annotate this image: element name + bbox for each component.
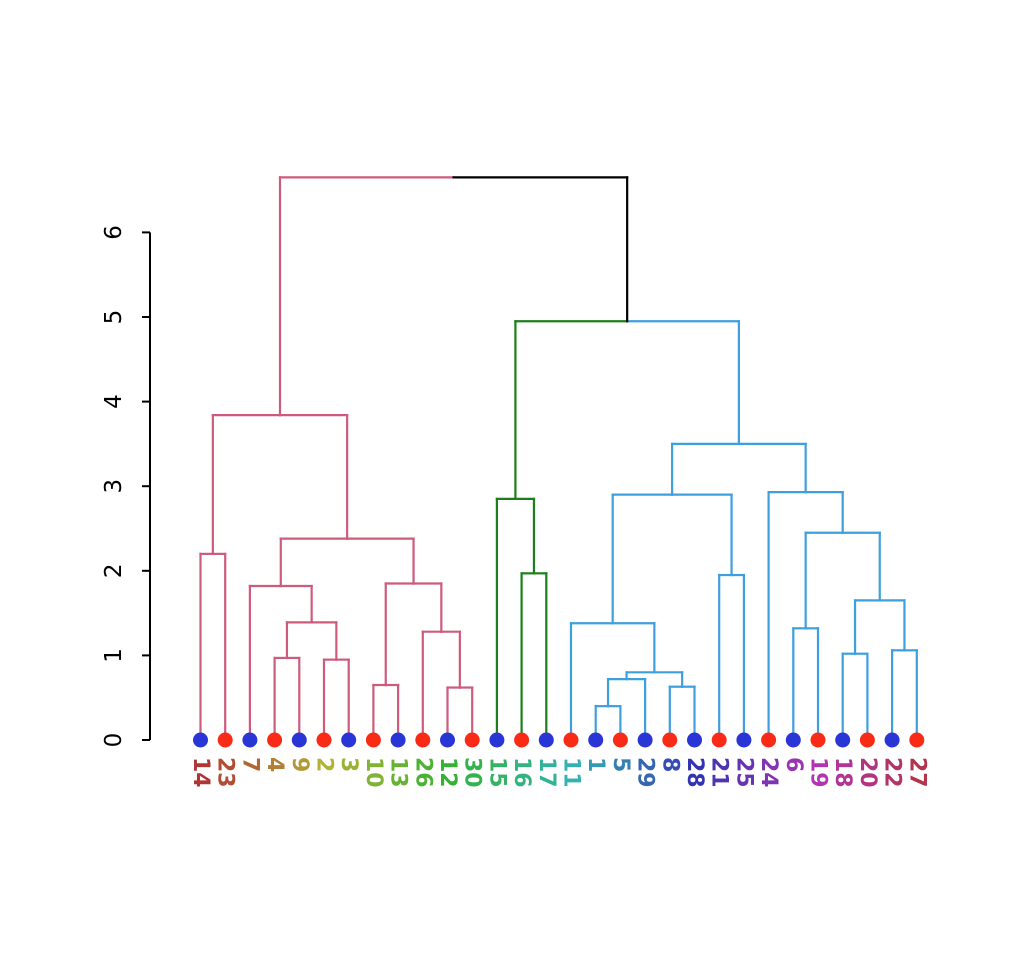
y-tick-label: 2 xyxy=(101,563,127,578)
leaf-label: 22 xyxy=(880,757,905,788)
leaf-dot xyxy=(662,732,678,748)
leaf-label: 18 xyxy=(830,757,855,788)
leaf-dot xyxy=(464,732,480,748)
leaf-label: 14 xyxy=(188,757,213,788)
leaf-dot xyxy=(514,732,530,748)
y-tick-label: 6 xyxy=(101,225,127,240)
leaf-dot xyxy=(267,732,283,748)
leaf-dot xyxy=(588,732,604,748)
leaf-dot xyxy=(711,732,727,748)
leaf-label: 3 xyxy=(336,757,361,772)
leaf-dot xyxy=(835,732,851,748)
y-tick-label: 3 xyxy=(101,479,127,494)
leaf-label: 8 xyxy=(657,757,682,772)
leaf-dot xyxy=(242,732,258,748)
leaf-label: 9 xyxy=(287,757,312,772)
leaf-dot xyxy=(637,732,653,748)
leaf-label: 28 xyxy=(682,757,707,788)
leaf-label: 30 xyxy=(460,757,485,788)
leaf-dot xyxy=(687,732,702,748)
leaf-label: 4 xyxy=(262,757,287,772)
leaf-dot xyxy=(563,732,579,748)
leaf-label: 19 xyxy=(806,757,831,788)
leaf-label: 25 xyxy=(731,757,756,788)
y-tick-label: 5 xyxy=(101,310,127,325)
leaf-label: 26 xyxy=(410,757,435,788)
leaf-label: 13 xyxy=(386,757,411,788)
leaf-dot xyxy=(736,732,752,748)
leaf-label: 16 xyxy=(509,757,534,788)
leaf-dot xyxy=(909,732,925,748)
leaf-label: 17 xyxy=(534,757,559,788)
leaf-label: 27 xyxy=(904,757,929,788)
leaf-dot xyxy=(316,732,332,748)
leaf-label: 11 xyxy=(559,757,584,788)
leaf-dot xyxy=(810,732,826,748)
leaf-dot xyxy=(415,732,431,748)
leaf-dot xyxy=(884,732,900,748)
leaf-dot xyxy=(489,732,505,748)
leaf-dot xyxy=(291,732,307,748)
leaf-dot xyxy=(365,732,381,748)
leaf-dot xyxy=(390,732,406,748)
y-tick-label: 0 xyxy=(101,733,127,748)
leaf-dot xyxy=(761,732,777,748)
y-tick-label: 1 xyxy=(101,648,127,663)
leaf-dot xyxy=(341,732,357,748)
leaf-label: 29 xyxy=(633,757,658,788)
leaf-dot xyxy=(538,732,554,748)
leaf-dot xyxy=(193,732,208,748)
leaf-label: 7 xyxy=(237,757,262,772)
leaf-label: 6 xyxy=(781,757,806,772)
leaf-label: 12 xyxy=(435,757,460,788)
leaf-dot xyxy=(612,732,628,748)
leaf-label: 24 xyxy=(756,757,781,788)
leaf-label: 20 xyxy=(855,757,880,788)
leaf-dot xyxy=(440,732,455,748)
leaf-dot xyxy=(859,732,875,748)
leaf-label: 21 xyxy=(707,757,732,788)
leaf-label: 15 xyxy=(484,757,509,788)
leaf-label: 1 xyxy=(583,757,608,772)
y-tick-label: 4 xyxy=(101,394,127,409)
leaf-label: 5 xyxy=(608,757,633,772)
leaf-label: 10 xyxy=(361,757,386,788)
leaf-label: 23 xyxy=(213,757,238,788)
leaf-dot xyxy=(785,732,801,748)
leaf-dot xyxy=(217,732,233,748)
leaf-label: 2 xyxy=(312,757,337,772)
